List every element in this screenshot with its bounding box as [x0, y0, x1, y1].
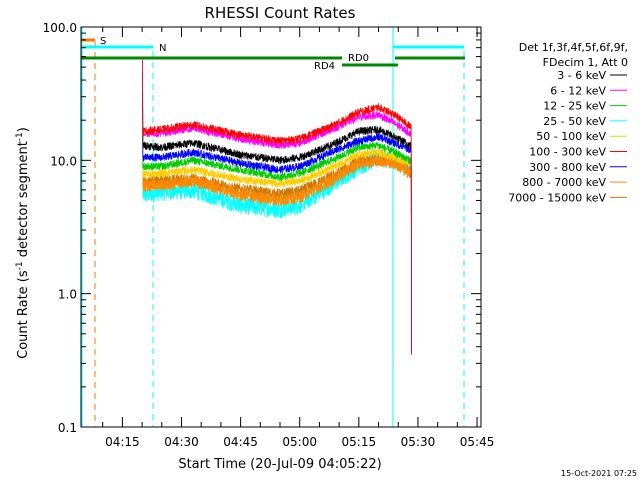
series-line-2: [142, 93, 412, 355]
series-line-5: [142, 58, 412, 355]
flag-rd4-label: RD4: [314, 61, 335, 72]
legend-label-2: 12 - 25 keV: [543, 100, 606, 113]
flag-rd0-label: RD0: [348, 53, 369, 64]
x-axis-label: Start Time (20-Jul-09 04:05:22): [178, 457, 381, 472]
axes: 100.0 10.0 1.0 0.1 04:15 04:30 04:45 05:00 05:15…: [43, 21, 495, 449]
plot-frame: [80, 26, 482, 428]
x-tick-label-2: 04:45: [223, 435, 258, 449]
legend-label-3: 25 - 50 keV: [543, 115, 606, 128]
y-axis-label: Count Rate (s-1 detector segment-1): [15, 127, 31, 359]
legend-header-0: Det 1f,3f,4f,5f,6f,9f,: [519, 41, 628, 54]
series-line-4: [142, 102, 412, 355]
legend-label-7: 800 - 7000 keV: [522, 176, 606, 189]
footer-date: 15-Oct-2021 07:25: [561, 469, 637, 478]
legend-label-5: 100 - 300 keV: [529, 146, 606, 159]
x-tick-label-3: 05:00: [282, 435, 317, 449]
legend-label-8: 7000 - 15000 keV: [508, 191, 606, 204]
flag-n-label: N: [159, 43, 166, 54]
legend-label-1: 6 - 12 keV: [550, 84, 606, 97]
x-tick-label-1: 04:30: [164, 435, 199, 449]
legend-label-0: 3 - 6 keV: [557, 69, 606, 82]
y-tick-label-0: 100.0: [43, 21, 77, 35]
y-tick-label-2: 1.0: [58, 288, 77, 302]
series-line-7: [142, 112, 412, 355]
flag-s-label: S: [100, 36, 106, 47]
legend-label-4: 50 - 100 keV: [536, 130, 606, 143]
chart-title: RHESSI Count Rates: [205, 4, 356, 22]
y-tick-label-3: 0.1: [58, 421, 77, 435]
x-tick-label-6: 05:45: [460, 435, 495, 449]
legend-header-1: FDecim 1, Att 0: [543, 56, 628, 69]
x-tick-label-0: 04:15: [105, 435, 140, 449]
series-line-0: [142, 72, 412, 355]
x-tick-label-5: 05:30: [401, 435, 436, 449]
x-tick-label-4: 05:15: [342, 435, 377, 449]
series-line-6: [142, 84, 412, 355]
plot-area: S N RD0 RD4: [81, 27, 465, 427]
legend-label-6: 300 - 800 keV: [529, 161, 606, 174]
y-tick-label-1: 10.0: [50, 154, 77, 168]
series-line-1: [142, 60, 412, 355]
legend: Det 1f,3f,4f,5f,6f,9f, FDecim 1, Att 03 -…: [508, 41, 628, 204]
